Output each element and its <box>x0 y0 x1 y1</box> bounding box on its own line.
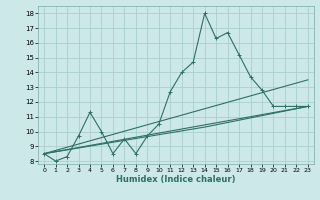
X-axis label: Humidex (Indice chaleur): Humidex (Indice chaleur) <box>116 175 236 184</box>
